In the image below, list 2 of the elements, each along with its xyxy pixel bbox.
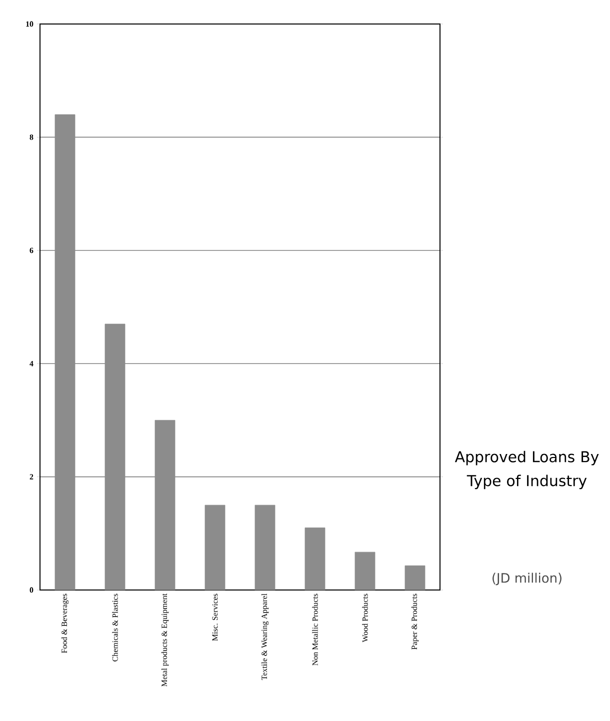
text: (JD million)	[492, 572, 562, 586]
text: Approved Loans By Type of Industry	[454, 450, 599, 490]
